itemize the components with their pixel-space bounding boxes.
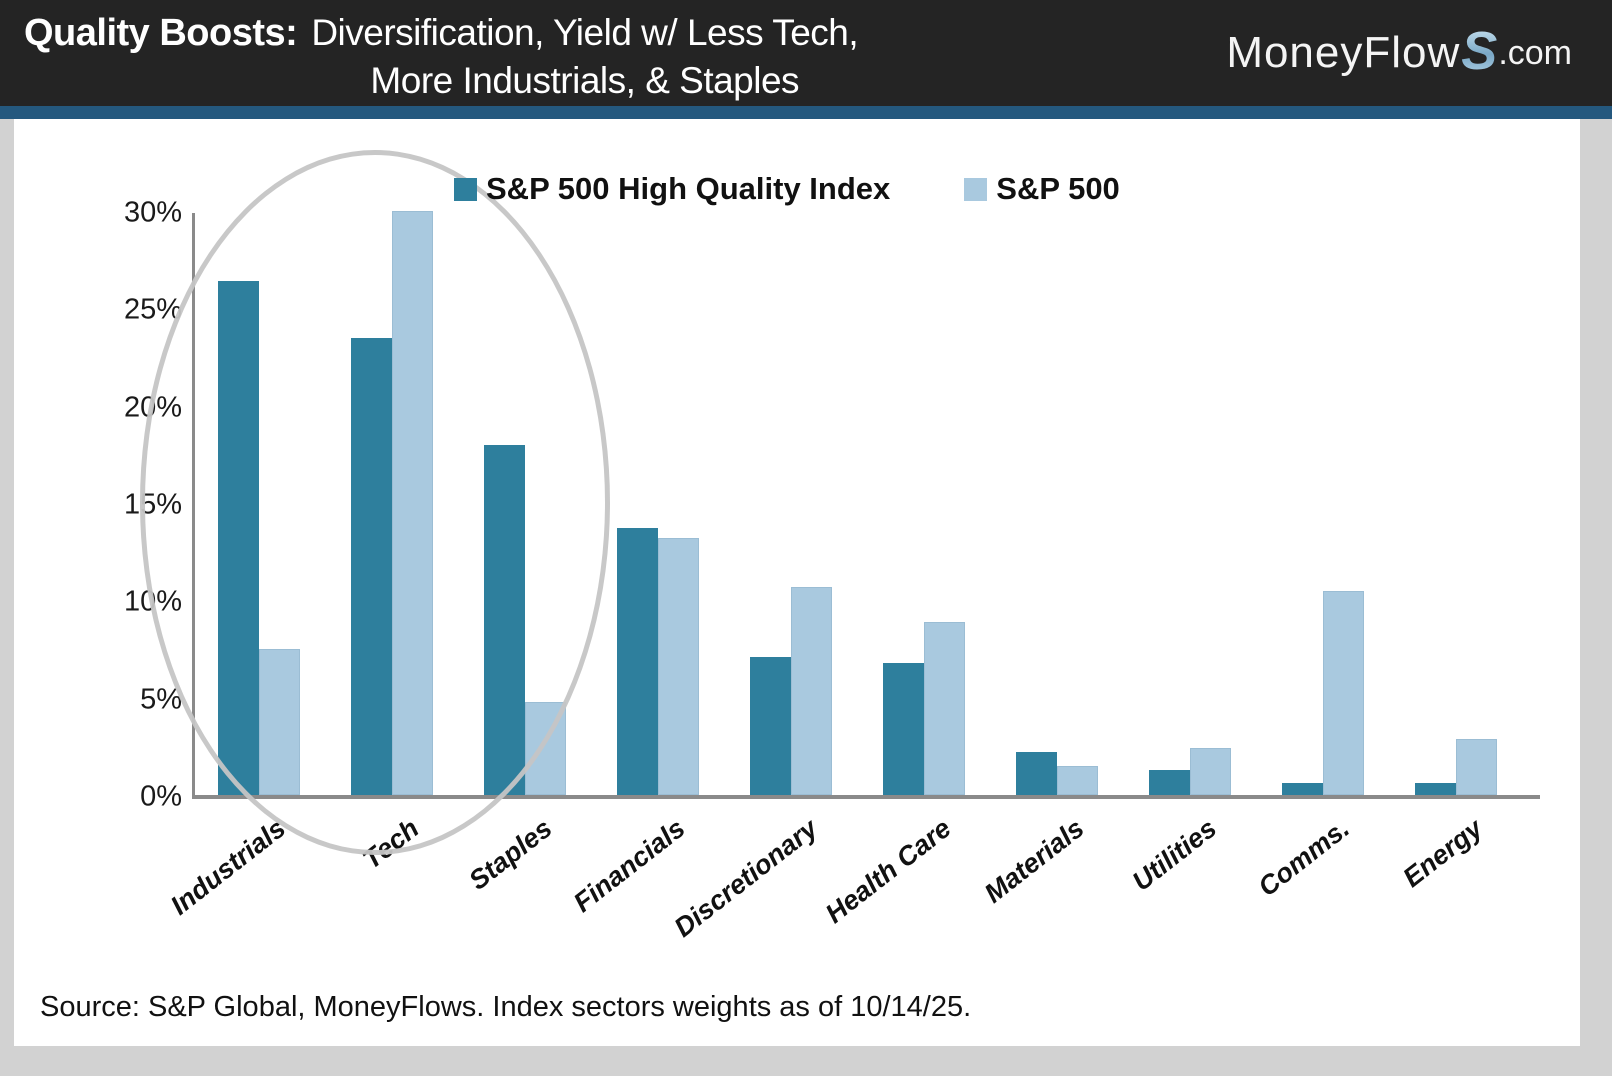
- bar-high-quality-staples: [484, 444, 525, 795]
- bar-sp500-materials: [1057, 765, 1098, 795]
- chart-card: S&P 500 High Quality Index S&P 500 0% 5% 1…: [14, 119, 1580, 1046]
- title-lead: Quality Boosts:: [24, 12, 298, 54]
- y-axis-tick-label: 20%: [123, 391, 182, 424]
- title-line-2: More Industrials, & Staples: [370, 60, 800, 101]
- y-axis-tick-label: 25%: [123, 293, 182, 326]
- legend-swatch-sp500: [964, 177, 988, 201]
- legend-label-high-quality: S&P 500 High Quality Index: [486, 171, 891, 206]
- source-note: Source: S&P Global, MoneyFlows. Index se…: [40, 991, 972, 1023]
- bar-high-quality-tech: [351, 337, 392, 795]
- x-axis-label-financials: Financials: [567, 813, 691, 918]
- bar-high-quality-health-care: [883, 662, 924, 795]
- bar-sp500-discretionary: [791, 586, 832, 795]
- logo-text: MoneyFlow: [1226, 28, 1461, 77]
- bar-sp500-tech: [392, 211, 433, 795]
- logo-s-icon: S: [1461, 21, 1498, 81]
- x-axis-label-industrials: Industrials: [165, 813, 292, 921]
- title-subtitle: Diversification, Yield w/ Less Tech, Mor…: [311, 1, 858, 105]
- bar-high-quality-discretionary: [750, 656, 791, 795]
- moneyflows-logo: MoneyFlow S .com: [1226, 0, 1572, 106]
- legend-label-sp500: S&P 500: [996, 171, 1120, 206]
- bar-high-quality-materials: [1016, 752, 1057, 795]
- y-axis-tick-label: 15%: [123, 488, 182, 521]
- x-axis-label-tech: Tech: [357, 813, 425, 875]
- bar-sp500-industrials: [259, 649, 300, 795]
- bar-high-quality-comms-: [1282, 783, 1323, 795]
- legend-swatch-high-quality: [454, 177, 477, 201]
- bar-sp500-financials: [658, 538, 699, 795]
- bar-sp500-energy: [1456, 738, 1497, 795]
- chart-legend: S&P 500 High Quality Index S&P 500: [454, 171, 1120, 207]
- x-axis-label-materials: Materials: [978, 813, 1090, 909]
- x-axis-label-health-care: Health Care: [819, 813, 957, 930]
- logo-domain: .com: [1498, 33, 1572, 72]
- y-axis-tick-label: 0%: [140, 780, 182, 813]
- bar-high-quality-energy: [1415, 783, 1456, 795]
- bar-high-quality-industrials: [218, 281, 259, 795]
- page-title: Quality Boosts: Diversification, Yield w…: [0, 1, 859, 105]
- x-axis-label-energy: Energy: [1397, 813, 1489, 894]
- x-axis-line: [192, 795, 1540, 799]
- x-axis-label-discretionary: Discretionary: [669, 813, 824, 943]
- header-bar: Quality Boosts: Diversification, Yield w…: [0, 0, 1612, 106]
- y-axis-tick-label: 30%: [123, 196, 182, 229]
- x-axis-label-utilities: Utilities: [1127, 813, 1223, 897]
- header-divider: [0, 106, 1612, 119]
- y-axis-line: [192, 213, 195, 799]
- x-axis-label-comms-: Comms.: [1253, 813, 1356, 903]
- bar-sp500-utilities: [1190, 748, 1231, 795]
- y-axis-tick-label: 10%: [123, 585, 182, 618]
- bar-sp500-staples: [525, 701, 566, 795]
- y-axis-tick-label: 5%: [140, 683, 182, 716]
- bar-sp500-health-care: [924, 621, 965, 795]
- bar-sp500-comms-: [1323, 590, 1364, 795]
- title-line-1: Diversification, Yield w/ Less Tech,: [311, 12, 859, 53]
- x-axis-label-staples: Staples: [463, 813, 558, 896]
- bar-high-quality-utilities: [1149, 769, 1190, 795]
- bar-high-quality-financials: [617, 528, 658, 795]
